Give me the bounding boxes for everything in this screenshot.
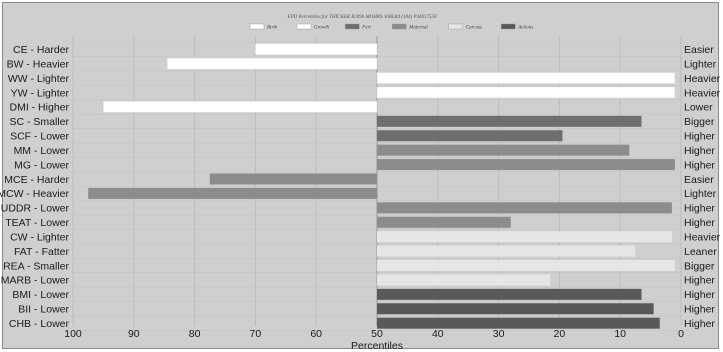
row-label-left-4: DMI - Higher: [9, 102, 69, 114]
bar-2: [376, 72, 676, 84]
legend-label-4: Carcass: [466, 26, 482, 31]
row-label-left-12: TEAT - Lower: [5, 217, 69, 229]
legend-label-2: Fert: [361, 26, 371, 31]
row-label-right-6: Higher: [684, 131, 715, 143]
legend-swatch-1: [296, 23, 312, 30]
legend-swatch-0: [249, 23, 265, 30]
x-tick-label: 30: [493, 328, 505, 340]
row-label-right-8: Higher: [684, 159, 715, 171]
row-label-right-7: Higher: [684, 145, 715, 157]
legend-swatch-4: [448, 23, 463, 30]
bar-12: [377, 216, 511, 228]
row-label-right-5: Bigger: [684, 116, 715, 128]
row-label-left-16: MARB - Lower: [1, 275, 70, 287]
x-tick-label: 90: [128, 328, 140, 340]
bar-19: [377, 317, 660, 329]
x-axis-label: Percentiles: [351, 340, 403, 352]
bar-8: [377, 159, 675, 171]
legend-swatch-5: [501, 23, 516, 30]
chart-title: EPD Percentiles for THICKER B2496 MOHRS …: [287, 15, 437, 20]
legend-swatch-2: [345, 23, 360, 30]
bar-15: [377, 260, 675, 272]
bar-13: [377, 231, 672, 243]
row-label-right-16: Higher: [684, 275, 715, 287]
x-tick-label: 50: [371, 328, 383, 340]
row-label-right-4: Lower: [684, 102, 713, 114]
row-label-right-19: Higher: [684, 318, 715, 330]
row-label-right-0: Easier: [684, 44, 714, 56]
bar-11: [377, 202, 672, 214]
bar-14: [377, 245, 636, 257]
row-label-right-3: Heavier: [684, 87, 721, 99]
row-label-left-10: MCW - Heavier: [0, 188, 69, 200]
row-label-left-11: UDDR - Lower: [1, 203, 70, 215]
bar-4: [103, 101, 378, 113]
row-label-left-2: WW - Lighter: [8, 73, 70, 85]
row-label-left-8: MG - Lower: [14, 159, 69, 171]
legend-swatch-3: [392, 23, 407, 30]
bar-17: [377, 288, 642, 300]
row-label-left-0: CE - Harder: [13, 44, 70, 56]
row-label-left-7: MM - Lower: [14, 145, 70, 157]
row-label-left-6: SCF - Lower: [10, 131, 69, 143]
row-label-right-15: Bigger: [684, 260, 715, 272]
legend-label-3: Maternal: [408, 26, 428, 31]
x-tick-label: 20: [554, 328, 566, 340]
bar-18: [377, 303, 654, 315]
x-tick-label: 10: [614, 328, 626, 340]
row-label-right-1: Lighter: [684, 58, 717, 70]
bar-16: [377, 274, 551, 286]
row-label-left-1: BW - Heavier: [7, 58, 70, 70]
row-label-right-2: Heavier: [684, 73, 721, 85]
x-tick-label: 80: [189, 328, 201, 340]
bar-5: [377, 115, 642, 127]
row-label-left-18: BII - Lower: [18, 304, 69, 316]
legend-label-5: Actions: [517, 26, 533, 31]
row-label-left-13: CW - Lighter: [10, 231, 69, 243]
bar-9: [209, 173, 377, 185]
row-label-right-17: Higher: [684, 289, 715, 301]
legend-label-1: Growth: [314, 26, 330, 31]
row-label-right-11: Higher: [684, 203, 715, 215]
row-label-left-3: YW - Lighter: [11, 87, 70, 99]
bar-3: [376, 86, 676, 99]
row-label-right-13: Heavier: [684, 231, 721, 243]
bar-6: [377, 130, 563, 142]
row-label-right-9: Easier: [684, 174, 714, 186]
x-tick-label: 70: [250, 328, 262, 340]
row-label-right-14: Leaner: [684, 246, 717, 258]
bar-0: [255, 43, 378, 55]
x-tick-label: 40: [432, 328, 444, 340]
bar-1: [166, 57, 378, 70]
x-tick-label: 0: [678, 328, 684, 340]
plot-area: CE - Harder Easier BW - Heavier Lighter WW -…: [0, 36, 721, 340]
x-tick-label: 100: [64, 328, 82, 340]
bar-10: [88, 187, 377, 199]
row-label-left-5: SC - Smaller: [9, 116, 69, 128]
row-label-right-10: Lighter: [684, 188, 717, 200]
legend: Birth Growth Fert Maternal Carcass Actions: [249, 23, 533, 31]
row-label-right-12: Higher: [684, 217, 715, 229]
row-label-left-17: BMI - Lower: [12, 289, 69, 301]
row-label-left-15: REA - Smaller: [3, 260, 69, 272]
row-label-right-18: Higher: [684, 304, 715, 316]
bar-7: [377, 144, 630, 156]
row-label-left-14: FAT - Fatter: [14, 246, 70, 258]
legend-label-0: Birth: [267, 26, 278, 31]
row-label-left-9: MCE - Harder: [4, 174, 69, 186]
x-tick-label: 60: [310, 328, 322, 340]
row-label-left-19: CHB - Lower: [9, 318, 70, 330]
